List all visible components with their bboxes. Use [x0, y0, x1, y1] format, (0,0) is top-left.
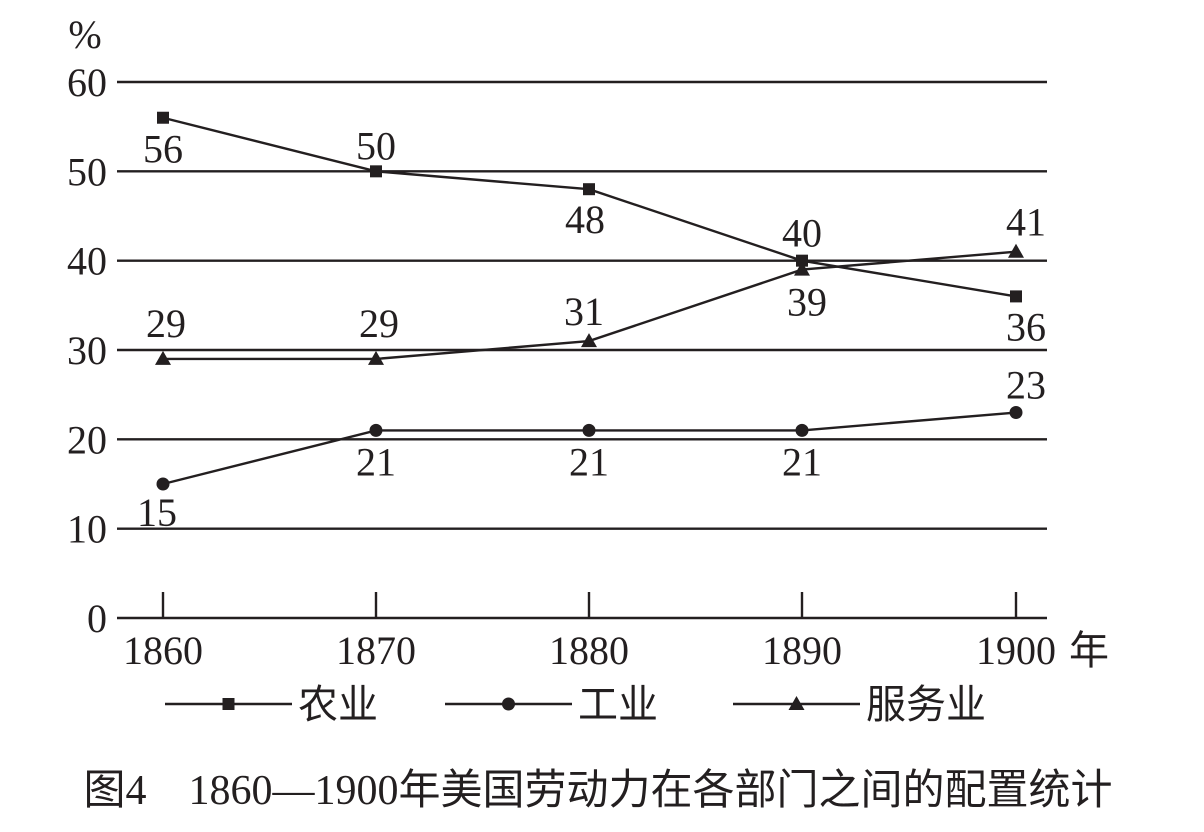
- axes: 0 10 20 30 40 50 60 1860 1870 1880 1890 1900: [67, 60, 1056, 673]
- marker-工业-1870: [369, 423, 383, 437]
- data-label-工业-1860: 15: [137, 490, 177, 535]
- gridlines: [117, 80, 1047, 530]
- marker-农业-1860: [157, 111, 169, 124]
- legend-item-农业: 农业: [165, 682, 378, 727]
- x-tick-label-1870: 1870: [336, 628, 416, 673]
- data-label-服务业-1900: 41: [1006, 200, 1046, 245]
- legend-label-服务业: 服务业: [866, 682, 986, 727]
- series-lines: [155, 111, 1024, 491]
- data-label-服务业-1880: 31: [564, 289, 604, 334]
- marker-农业-1900: [1010, 290, 1022, 303]
- legend-label-工业: 工业: [578, 682, 658, 727]
- data-label-工业-1880: 21: [569, 439, 609, 484]
- marker-工业-1880: [582, 423, 596, 437]
- data-label-农业-1900: 36: [1006, 304, 1046, 349]
- x-tick-label-1900: 1900: [976, 628, 1056, 673]
- data-label-服务业-1860: 29: [146, 301, 186, 346]
- legend-marker-工业: [502, 697, 515, 711]
- marker-农业-1890: [796, 254, 808, 267]
- data-label-农业-1860: 56: [143, 127, 183, 172]
- marker-服务业-1890: [794, 261, 810, 276]
- x-axis-unit: 年: [1069, 628, 1109, 673]
- marker-服务业-1860: [155, 350, 171, 365]
- y-tick-label-60: 60: [67, 60, 107, 105]
- marker-农业-1880: [583, 183, 595, 196]
- data-label-工业-1900: 23: [1006, 363, 1046, 408]
- marker-服务业-1870: [368, 350, 384, 365]
- legend: 农业 工业 服务业: [165, 682, 986, 727]
- legend-marker-农业: [222, 698, 235, 710]
- marker-农业-1870: [370, 165, 382, 178]
- y-tick-label-50: 50: [67, 149, 107, 194]
- legend-item-工业: 工业: [445, 682, 658, 727]
- marker-工业-1860: [156, 477, 170, 491]
- y-tick-label-40: 40: [67, 239, 107, 284]
- data-label-农业-1880: 48: [565, 197, 605, 242]
- data-label-服务业-1870: 29: [359, 301, 399, 346]
- y-tick-label-20: 20: [67, 417, 107, 462]
- data-label-农业-1890: 40: [782, 211, 822, 256]
- data-label-工业-1870: 21: [356, 439, 396, 484]
- y-tick-label-0: 0: [87, 596, 107, 641]
- data-labels: 56 50 48 40 36 15 21 21 21 23 29 29 31 39 41: [137, 123, 1046, 535]
- y-tick-label-30: 30: [67, 328, 107, 373]
- x-tick-label-1880: 1880: [549, 628, 629, 673]
- data-label-服务业-1890: 39: [787, 280, 827, 325]
- x-tick-label-1860: 1860: [123, 628, 203, 673]
- data-label-农业-1870: 50: [356, 123, 396, 168]
- figure-caption: 图4 1860—1900年美国劳动力在各部门之间的配置统计: [83, 767, 1112, 814]
- marker-服务业-1900: [1008, 243, 1024, 258]
- x-tick-label-1890: 1890: [762, 628, 842, 673]
- y-tick-label-10: 10: [67, 507, 107, 552]
- marker-工业-1900: [1009, 406, 1023, 420]
- data-label-工业-1890: 21: [782, 439, 822, 484]
- y-axis-unit: %: [68, 12, 101, 57]
- legend-label-农业: 农业: [298, 682, 378, 727]
- marker-工业-1890: [795, 423, 809, 437]
- marker-服务业-1880: [581, 333, 597, 348]
- legend-item-服务业: 服务业: [733, 682, 986, 727]
- legend-marker-服务业: [788, 696, 805, 710]
